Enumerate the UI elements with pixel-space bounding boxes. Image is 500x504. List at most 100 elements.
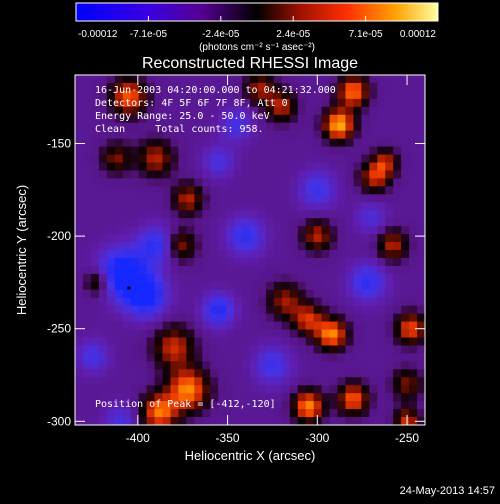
heatmap-cell [90, 257, 100, 267]
heatmap-cell [297, 186, 307, 195]
heatmap-cell [178, 313, 187, 323]
heatmap-cell [265, 146, 275, 156]
heatmap-cell [329, 98, 339, 108]
heatmap-cell [417, 210, 425, 219]
heatmap-cell [250, 321, 259, 331]
heatmap-cell [353, 361, 362, 370]
heatmap-cell [122, 186, 132, 195]
heatmap-cell [178, 417, 187, 425]
heatmap-cell [409, 337, 418, 347]
heatmap-cell [130, 226, 140, 235]
heatmap-cell [273, 321, 283, 331]
heatmap-cell [218, 178, 227, 187]
heatmap-cell [297, 106, 307, 116]
heatmap-cell [202, 361, 211, 370]
colorbar-ticks: -0.00012 -7.1e-05 -2.4e-05 2.4e-05 7.1e-05 0.… [75, 16, 439, 40]
heatmap-cell [329, 377, 339, 386]
heatmap-cell [106, 250, 116, 259]
heatmap-cell [122, 202, 132, 211]
heatmap-cell [170, 353, 179, 362]
heatmap-cell [114, 122, 124, 132]
heatmap-cell [345, 257, 354, 267]
heatmap-cell [305, 377, 315, 386]
heatmap-cell [329, 154, 339, 164]
heatmap-cell [377, 226, 386, 235]
heatmap-cell [194, 265, 203, 275]
heatmap-cell [242, 146, 251, 156]
heatmap-cell [82, 106, 92, 116]
heatmap-cell [250, 98, 259, 108]
heatmap-cell [281, 138, 291, 148]
heatmap-cell [186, 178, 195, 187]
heatmap-cell [417, 321, 425, 331]
heatmap-cell [75, 329, 84, 339]
heatmap-cell [345, 242, 354, 251]
heatmap-cell [369, 210, 378, 219]
heatmap-cell [377, 122, 386, 132]
heatmap-cell [377, 289, 386, 299]
heatmap-cell [98, 265, 108, 275]
heatmap-cell [289, 82, 299, 92]
heatmap-cell [385, 218, 394, 227]
heatmap-cell [170, 82, 179, 92]
heatmap-cell [353, 369, 362, 378]
heatmap-cell [250, 377, 259, 386]
heatmap-cell [385, 273, 394, 283]
heatmap-cell [106, 289, 116, 299]
heatmap-cell [257, 82, 267, 92]
heatmap-cell [146, 377, 156, 386]
heatmap-cell [361, 281, 370, 291]
heatmap-cell [401, 361, 410, 370]
heatmap-cell [234, 281, 243, 291]
heatmap-cell [154, 226, 164, 235]
peak-dot [127, 286, 131, 290]
heatmap-cell [417, 122, 425, 132]
heatmap-cell [393, 257, 402, 267]
heatmap-cell [90, 75, 100, 84]
heatmap-cell [170, 313, 179, 323]
heatmap-cell [234, 321, 243, 331]
heatmap-cell [297, 82, 307, 92]
heatmap-cell [337, 130, 347, 140]
heatmap-cell [234, 401, 243, 410]
heatmap-cell [393, 194, 402, 203]
heatmap-cell [194, 250, 203, 259]
heatmap-cell [337, 377, 347, 386]
heatmap-cell [170, 257, 179, 267]
heatmap-cell [98, 106, 108, 116]
heatmap-cell [313, 154, 323, 164]
heatmap-cell [329, 106, 339, 116]
heatmap-cell [226, 178, 235, 187]
heatmap-cell [218, 210, 227, 219]
heatmap-cell [210, 242, 219, 251]
heatmap-cell [377, 329, 386, 339]
heatmap-cell [82, 234, 92, 243]
heatmap-cell [194, 114, 203, 124]
heatmap-cell [329, 226, 339, 235]
heatmap-cell [162, 353, 172, 362]
y-tick-label: -250 [47, 322, 71, 336]
heatmap-cell [130, 138, 140, 148]
heatmap-cell [361, 138, 370, 148]
heatmap-cell [202, 281, 211, 291]
heatmap-cell [130, 393, 140, 402]
heatmap-cell [265, 202, 275, 211]
heatmap-cell [281, 242, 291, 251]
heatmap-cell [305, 417, 315, 425]
heatmap-cell [114, 281, 124, 291]
heatmap-cell [82, 154, 92, 164]
heatmap-cell [202, 385, 211, 394]
heatmap-cell [409, 122, 418, 132]
heatmap-cell [321, 234, 331, 243]
heatmap-cell [281, 345, 291, 354]
heatmap-cell [218, 130, 227, 140]
heatmap-cell [130, 162, 140, 172]
heatmap-cell [114, 154, 124, 164]
heatmap-cell [154, 234, 164, 243]
heatmap-cell [82, 401, 92, 410]
heatmap-cell [289, 98, 299, 108]
heatmap-cell [250, 82, 259, 92]
heatmap-cell [409, 202, 418, 211]
heatmap-cell [385, 106, 394, 116]
heatmap-cell [250, 154, 259, 164]
